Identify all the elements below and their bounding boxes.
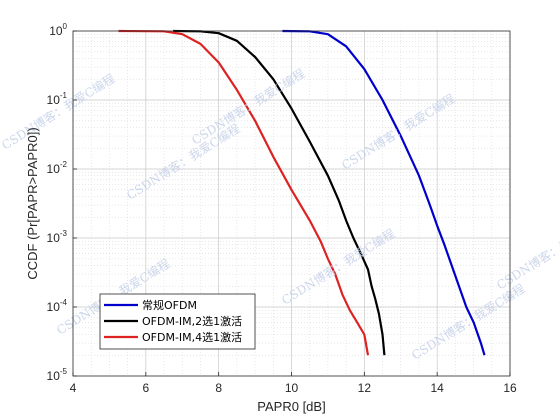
legend: 常规OFDM OFDM-IM,2选1激活 OFDM-IM,4选1激活 [99,293,256,350]
series-line-3 [118,29,370,356]
legend-label-1: 常规OFDM [142,298,197,312]
x-tick-label: 12 [358,381,372,395]
x-tick-label: 10 [285,381,299,395]
series-line-1 [282,29,486,356]
y-tick-label: 10-2 [47,160,68,176]
y-tick-label: 10-1 [47,91,68,107]
y-tick-labels: 100 10-1 10-2 10-3 10-4 10-5 [47,22,77,383]
y-axis-label: CCDF (Pr[PAPR>PAPR0]) [25,127,40,279]
x-tick-label: 6 [142,381,149,395]
series-lines [118,29,486,356]
y-tick-label: 100 [49,22,67,38]
y-tick-label: 10-5 [47,367,68,383]
y-tick-label: 10-3 [47,229,68,245]
x-tick-label: 14 [430,381,444,395]
y-tick-label: 10-4 [47,298,68,314]
x-tick-label: 4 [70,381,77,395]
x-tick-label: 8 [215,381,222,395]
legend-label-2: OFDM-IM,2选1激活 [142,314,242,328]
legend-label-3: OFDM-IM,4选1激活 [142,330,242,344]
x-tick-label: 16 [503,381,517,395]
x-tick-labels: 4 6 8 10 12 14 16 [70,372,517,395]
x-axis-label: PAPR0 [dB] [257,399,325,414]
series-line-2 [173,29,386,356]
